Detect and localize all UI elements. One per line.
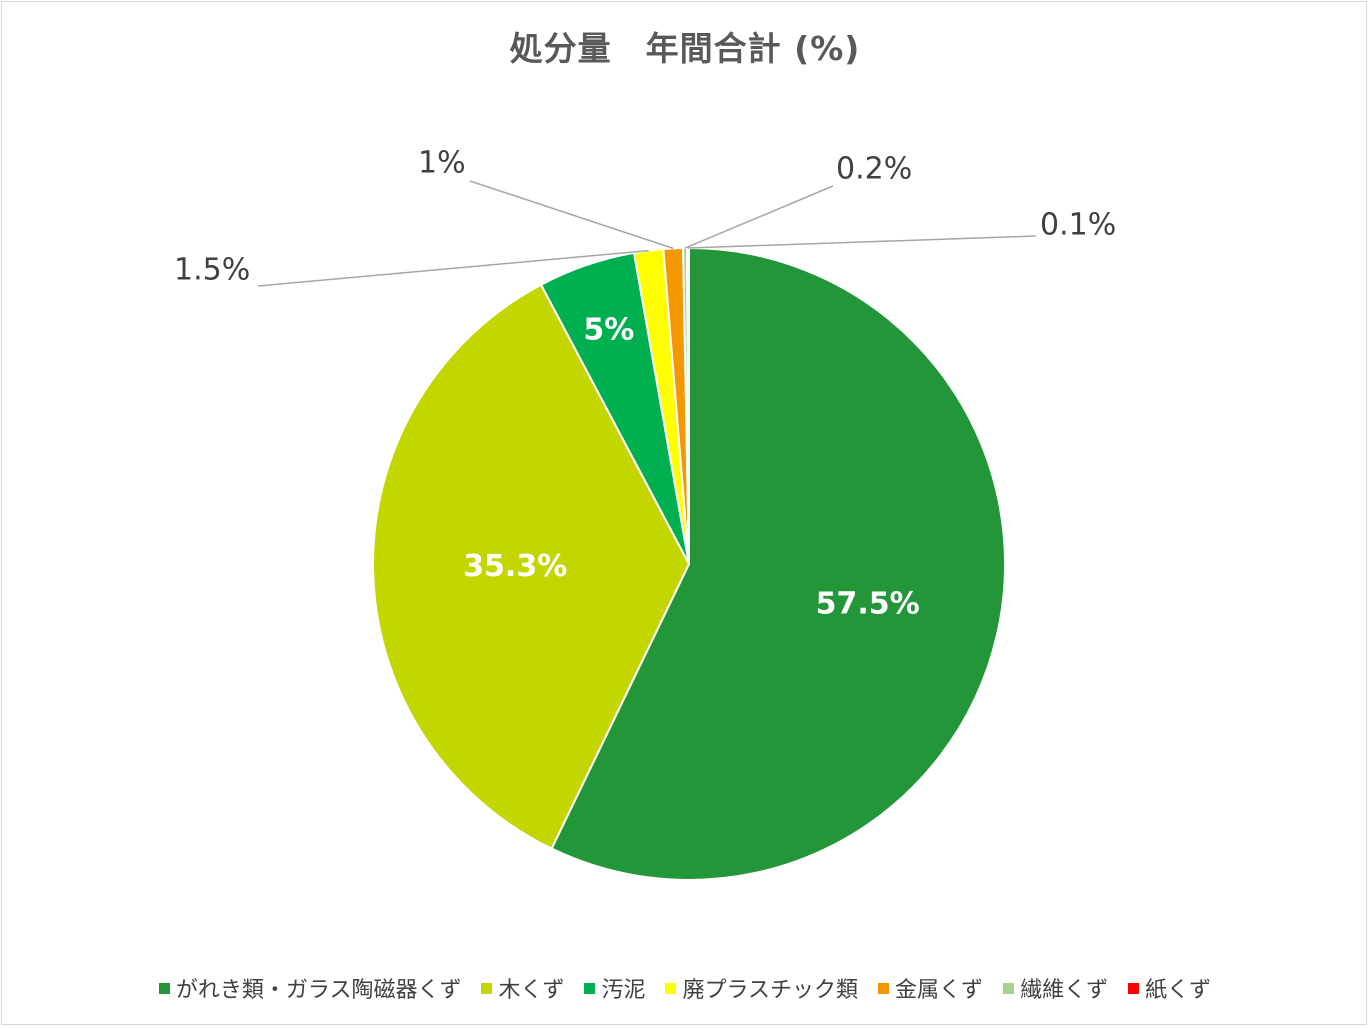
data-labels: 57.5% 35.3% 5% 1.5% 1% 0.2% 0.1%	[174, 146, 1116, 622]
data-label-sludge: 5%	[583, 312, 634, 347]
legend-label-plastic: 廃プラスチック類	[682, 978, 859, 1003]
leader-lines	[257, 180, 1037, 287]
data-label-plastic: 1.5%	[174, 253, 250, 288]
chart-title: 処分量 年間合計 (%)	[509, 29, 861, 68]
legend-item-fiber: 繊維くず	[1003, 972, 1108, 1004]
leader-line-paper	[687, 235, 1037, 249]
legend-label-fiber: 繊維くず	[1020, 978, 1109, 1003]
legend-item-wood: 木くず	[481, 972, 564, 1004]
data-label-wood: 35.3%	[463, 549, 567, 584]
pie-slice-rubble	[550, 246, 1006, 881]
legend-label-wood: 木くず	[498, 978, 565, 1003]
legend-swatch-metal	[878, 982, 890, 994]
leader-line-plastic	[257, 249, 649, 287]
legend-swatch-sludge	[584, 982, 596, 994]
data-label-paper: 0.1%	[1040, 208, 1116, 243]
legend-item-plastic: 廃プラスチック類	[665, 972, 858, 1004]
legend-swatch-fiber	[1003, 982, 1015, 994]
legend-item-sludge: 汚泥	[584, 972, 645, 1004]
legend-item-rubble: がれき類・ガラス陶磁器くず	[158, 972, 462, 1004]
legend-label-paper: 紙くず	[1145, 978, 1212, 1003]
leader-line-fiber	[684, 185, 834, 249]
legend: がれき類・ガラス陶磁器くず 木くず 汚泥 廃プラスチック類 金属くず 繊維くず 紙くず	[0, 972, 1370, 1004]
data-label-metal: 1%	[418, 146, 466, 181]
pie-slice-wood	[372, 283, 691, 850]
data-label-rubble: 57.5%	[816, 586, 920, 621]
pie-slices	[372, 246, 1006, 881]
legend-label-metal: 金属くず	[895, 978, 984, 1003]
legend-swatch-plastic	[665, 982, 677, 994]
legend-item-paper: 紙くず	[1128, 972, 1211, 1004]
data-label-fiber: 0.2%	[836, 152, 912, 187]
legend-swatch-wood	[481, 982, 493, 994]
legend-item-metal: 金属くず	[878, 972, 983, 1004]
legend-swatch-rubble	[158, 982, 170, 994]
legend-label-rubble: がれき類・ガラス陶磁器くず	[175, 978, 462, 1003]
leader-line-metal	[469, 180, 674, 250]
legend-swatch-paper	[1128, 982, 1140, 994]
legend-label-sludge: 汚泥	[601, 978, 646, 1003]
